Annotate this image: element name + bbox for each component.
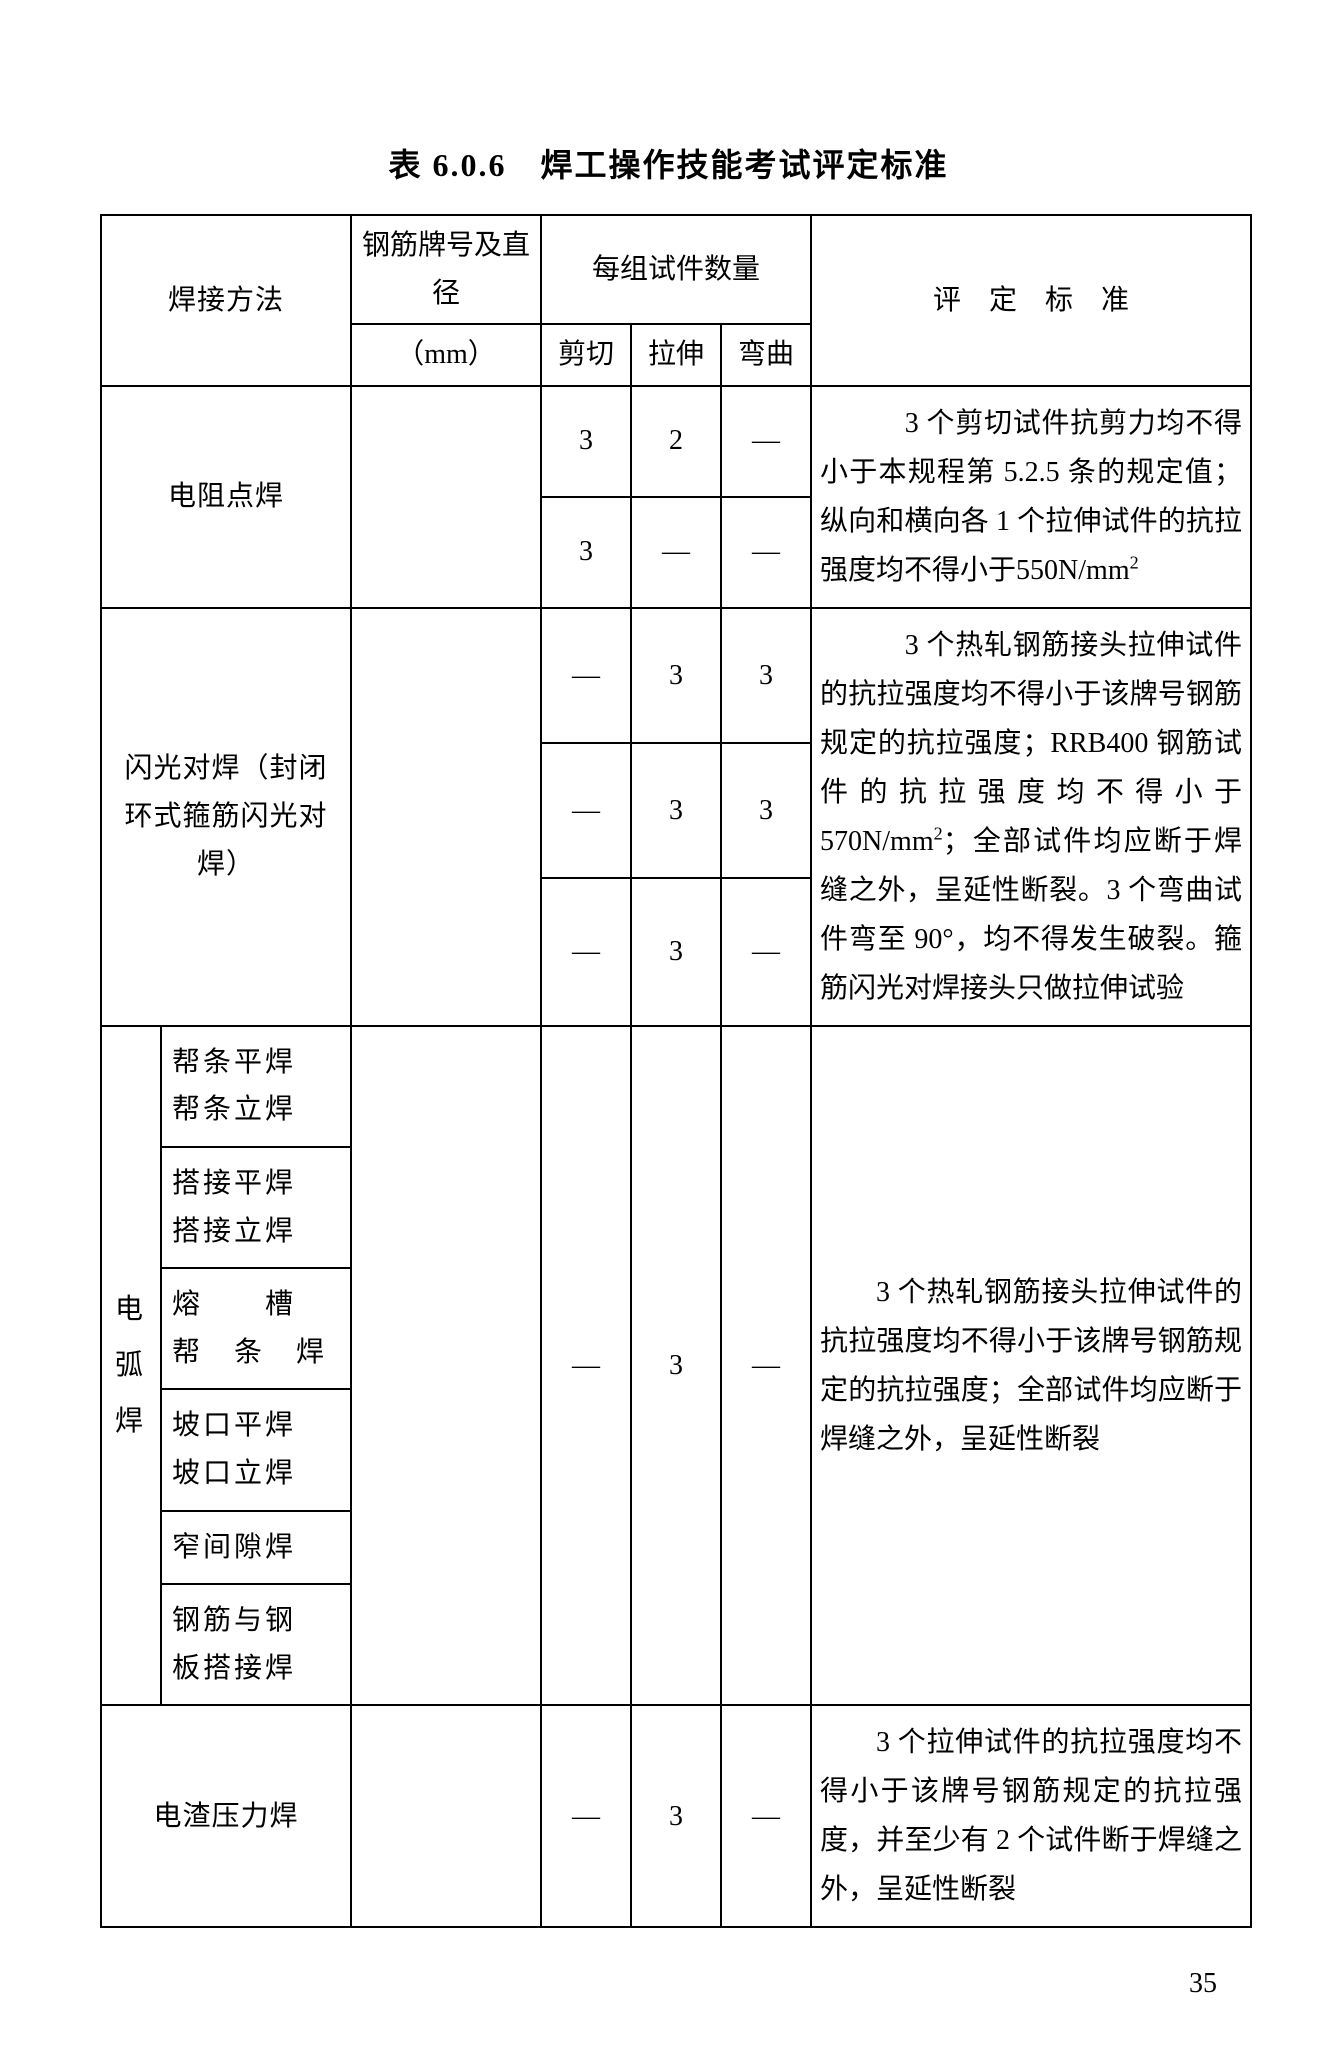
grade-flash xyxy=(351,608,541,1026)
grade-resistance xyxy=(351,386,541,608)
cell-tensile: 3 xyxy=(631,608,721,743)
criteria-resistance: 3 个剪切试件抗剪力均不得小于本规程第 5.2.5 条的规定值；纵向和横向各 1… xyxy=(811,386,1251,608)
cell-bend: — xyxy=(721,386,811,497)
sub-method-3: 熔 槽帮 条 焊 xyxy=(161,1268,351,1389)
cell-shear: — xyxy=(541,878,631,1026)
page-number: 35 xyxy=(100,1968,1237,2000)
header-bend: 弯曲 xyxy=(721,324,811,386)
cell-bend: — xyxy=(721,1705,811,1927)
standards-table: 焊接方法 钢筋牌号及直径 每组试件数量 评 定 标 准 （mm） 剪切 拉伸 弯… xyxy=(100,214,1252,1928)
grade-slag xyxy=(351,1705,541,1927)
row-arc-1: 电弧焊 帮条平焊帮条立焊 — 3 — 3 个热轧钢筋接头拉伸试件的抗拉强度均不得… xyxy=(101,1026,1251,1147)
cell-tensile: 3 xyxy=(631,1026,721,1706)
cell-bend: — xyxy=(721,1026,811,1706)
cell-shear: — xyxy=(541,743,631,878)
header-criteria: 评 定 标 准 xyxy=(811,215,1251,386)
header-qty: 每组试件数量 xyxy=(541,215,811,324)
row-slag: 电渣压力焊 — 3 — 3 个拉伸试件的抗拉强度均不得小于该牌号钢筋规定的抗拉强… xyxy=(101,1705,1251,1927)
header-grade-unit: （mm） xyxy=(351,324,541,386)
method-flash: 闪光对焊（封闭环式箍筋闪光对焊） xyxy=(101,608,351,1026)
cell-bend: 3 xyxy=(721,608,811,743)
sub-method-1: 帮条平焊帮条立焊 xyxy=(161,1026,351,1147)
grade-arc xyxy=(351,1026,541,1706)
header-shear: 剪切 xyxy=(541,324,631,386)
cell-shear: 3 xyxy=(541,497,631,608)
cell-tensile: 3 xyxy=(631,1705,721,1927)
criteria-flash: 3 个热轧钢筋接头拉伸试件的抗拉强度均不得小于该牌号钢筋规定的抗拉强度；RRB4… xyxy=(811,608,1251,1026)
cell-tensile: — xyxy=(631,497,721,608)
table-title: 表 6.0.6 焊工操作技能考试评定标准 xyxy=(100,140,1237,186)
sub-method-2: 搭接平焊搭接立焊 xyxy=(161,1147,351,1268)
row-flash-1: 闪光对焊（封闭环式箍筋闪光对焊） — 3 3 3 个热轧钢筋接头拉伸试件的抗拉强… xyxy=(101,608,1251,743)
cell-bend: — xyxy=(721,497,811,608)
cell-bend: — xyxy=(721,878,811,1026)
method-slag: 电渣压力焊 xyxy=(101,1705,351,1927)
table-header-row: 焊接方法 钢筋牌号及直径 每组试件数量 评 定 标 准 xyxy=(101,215,1251,324)
cell-shear: — xyxy=(541,1705,631,1927)
sub-method-6: 钢筋与钢板搭接焊 xyxy=(161,1584,351,1705)
criteria-arc: 3 个热轧钢筋接头拉伸试件的抗拉强度均不得小于该牌号钢筋规定的抗拉强度；全部试件… xyxy=(811,1026,1251,1706)
method-arc-main: 电弧焊 xyxy=(101,1026,161,1706)
method-resistance: 电阻点焊 xyxy=(101,386,351,608)
header-grade: 钢筋牌号及直径 xyxy=(351,215,541,324)
criteria-slag: 3 个拉伸试件的抗拉强度均不得小于该牌号钢筋规定的抗拉强度，并至少有 2 个试件… xyxy=(811,1705,1251,1927)
row-resistance-1: 电阻点焊 3 2 — 3 个剪切试件抗剪力均不得小于本规程第 5.2.5 条的规… xyxy=(101,386,1251,497)
cell-tensile: 3 xyxy=(631,743,721,878)
cell-shear: 3 xyxy=(541,386,631,497)
cell-bend: 3 xyxy=(721,743,811,878)
sub-method-4: 坡口平焊坡口立焊 xyxy=(161,1389,351,1510)
header-tensile: 拉伸 xyxy=(631,324,721,386)
sub-method-5: 窄间隙焊 xyxy=(161,1511,351,1585)
cell-tensile: 2 xyxy=(631,386,721,497)
cell-shear: — xyxy=(541,608,631,743)
cell-tensile: 3 xyxy=(631,878,721,1026)
cell-shear: — xyxy=(541,1026,631,1706)
header-method: 焊接方法 xyxy=(101,215,351,386)
